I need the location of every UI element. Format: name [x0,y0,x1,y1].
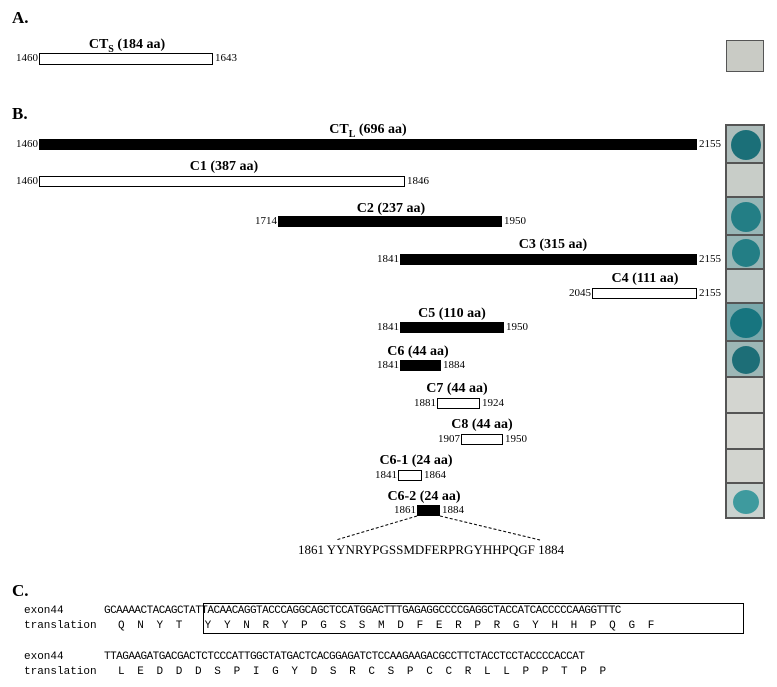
c8-end: 1950 [505,433,527,445]
c2-bar [278,216,502,227]
c6-title: C6 (44 aa) [387,344,449,359]
assay-c3 [726,235,764,269]
translation-1: Q N Y T Y Y N R Y P G S S M D F E R P R … [118,620,658,632]
assay-c1 [726,163,764,197]
c2-start: 1714 [255,215,277,227]
cts-end: 1643 [215,52,237,64]
c1-bar [39,176,405,187]
row-label-exon44-1: exon44 [24,605,64,617]
assay-c2 [726,197,764,235]
exon44-sequence-2: TTAGAAGATGACGACTCTCCCATTGGCTATGACTCACGGA… [104,651,585,663]
ctl-bar [39,139,697,150]
cts-bar [39,53,213,65]
cts-start: 1460 [16,52,38,64]
c1-title: C1 (387 aa) [189,159,259,174]
c4-bar [592,288,697,299]
c5-start: 1841 [377,321,399,333]
row-label-translation-1: translation [24,620,97,632]
c7-start: 1881 [414,397,436,409]
row-label-translation-2: translation [24,666,97,678]
c8-bar [461,434,503,445]
c6-bar [400,360,441,371]
c61-start: 1841 [375,469,397,481]
c7-end: 1924 [482,397,504,409]
ctl-start: 1460 [16,138,38,150]
c4-title: C4 (111 aa) [611,271,679,286]
c3-bar [400,254,697,265]
assay-ctl [726,125,764,163]
c5-end: 1950 [506,321,528,333]
c62-start: 1861 [394,504,416,516]
c3-title: C3 (315 aa) [518,237,588,252]
assay-c4 [726,269,764,303]
c4-start: 2045 [569,287,591,299]
c61-title: C6-1 (24 aa) [379,453,453,468]
c2-title: C2 (237 aa) [356,201,426,216]
c8-title: C8 (44 aa) [451,417,513,432]
c3-end: 2155 [699,253,721,265]
c5-bar [400,322,504,333]
assay-c61 [726,449,764,483]
c5-title: C5 (110 aa) [418,306,486,321]
c62-bar [417,505,440,516]
row-label-exon44-2: exon44 [24,651,64,663]
yeast-assay-strip [725,124,765,519]
c3-start: 1841 [377,253,399,265]
c2-end: 1950 [504,215,526,227]
c1-start: 1460 [16,175,38,187]
assay-c62 [726,483,764,518]
assay-cts-square [726,40,764,72]
c6-start: 1841 [377,359,399,371]
assay-c8 [726,413,764,449]
c4-end: 2155 [699,287,721,299]
c7-title: C7 (44 aa) [426,381,488,396]
ctl-end: 2155 [699,138,721,150]
c7-bar [437,398,480,409]
assay-c7 [726,377,764,413]
c62-title: C6-2 (24 aa) [387,489,461,504]
translation-2: L E D D D S P I G Y D S R C S P C C R L … [118,666,610,678]
panel-label-c: C. [12,581,29,600]
c61-end: 1864 [424,469,446,481]
assay-c6 [726,341,764,377]
cts-title: CTS (184 aa) [88,37,166,55]
ctl-title: CTL (696 aa) [329,122,407,140]
assay-c5 [726,303,764,341]
motif-highlight-box [203,603,744,634]
exon44-sequence-1: GCAAAACTACAGCTATTACAACAGGTACCCAGGCAGCTCC… [104,605,621,617]
c62-end: 1884 [442,504,464,516]
panel-label-a: A. [12,8,29,27]
c61-bar [398,470,422,481]
panel-label-b: B. [12,104,28,123]
c8-start: 1907 [438,433,460,445]
c6-end: 1884 [443,359,465,371]
c1-end: 1846 [407,175,429,187]
motif-sequence: 1861 YYNRYPGSSMDFERPRGYHHPQGF 1884 [298,542,565,557]
